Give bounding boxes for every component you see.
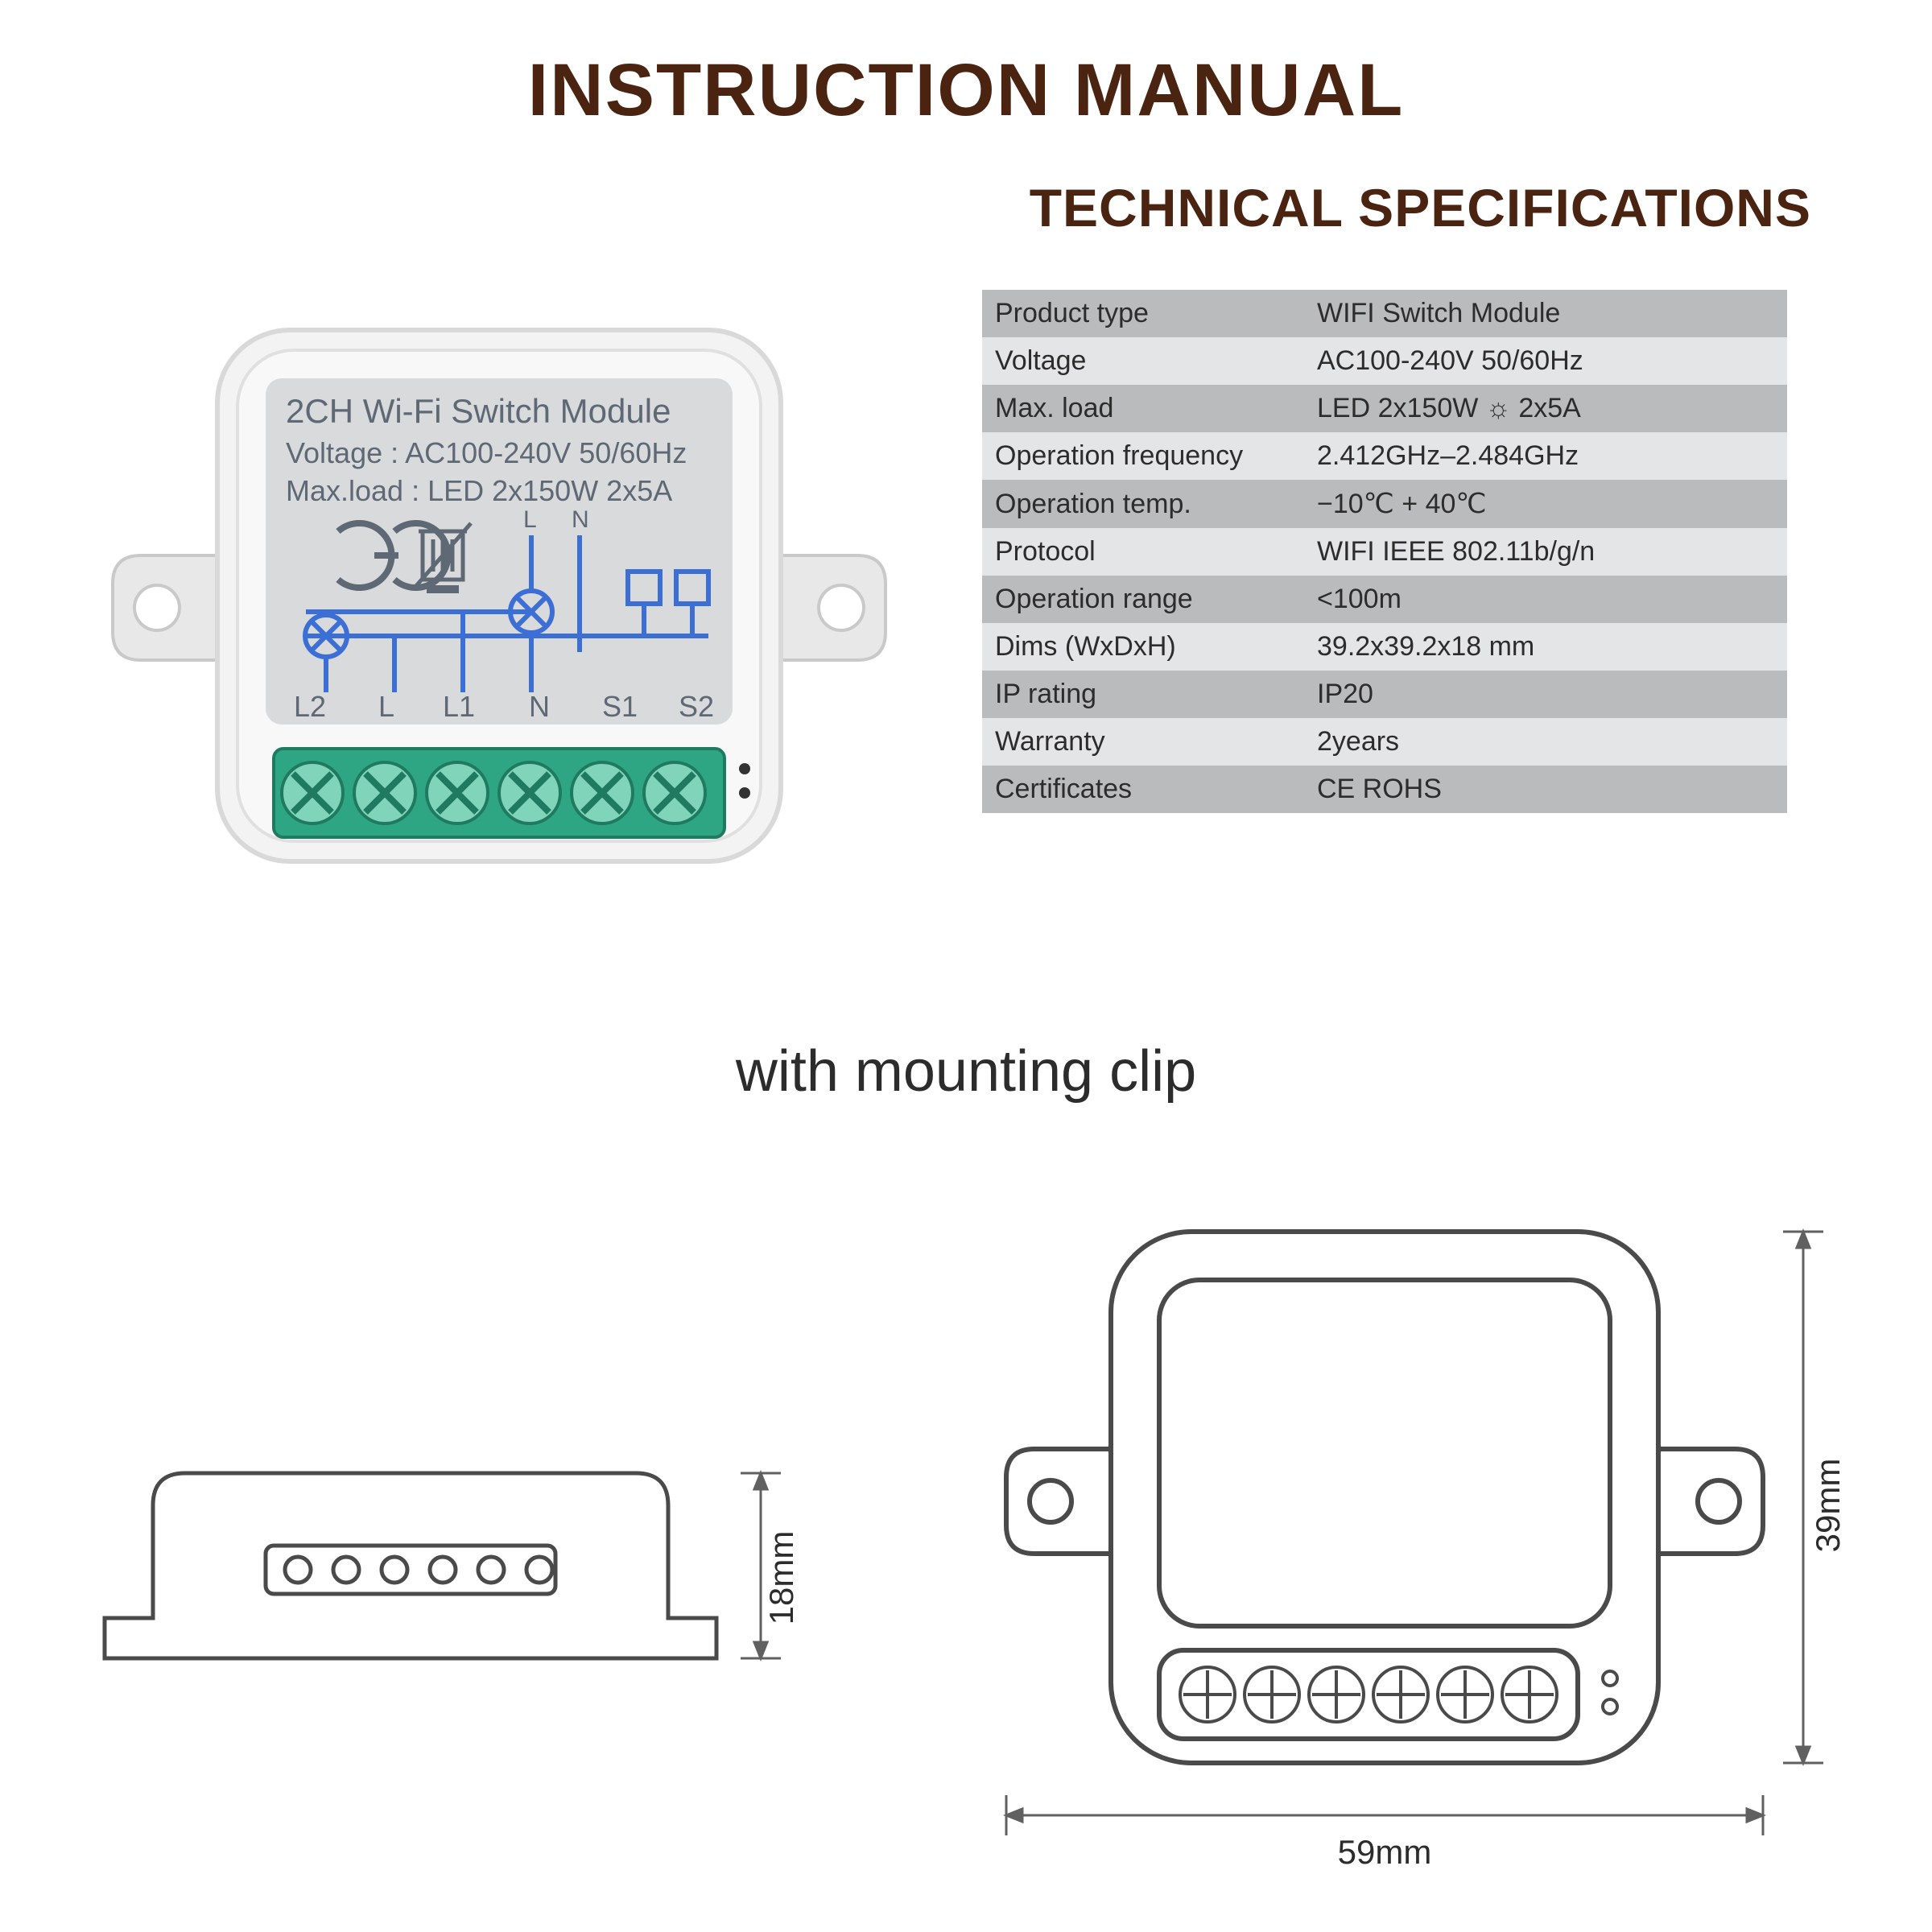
dim-height: 18mm: [762, 1531, 800, 1625]
svg-text:N: N: [572, 506, 589, 533]
svg-text:L: L: [378, 690, 394, 723]
dim-width: 59mm: [1338, 1833, 1432, 1871]
section-title-specs: TECHNICAL SPECIFICATIONS: [1030, 177, 1811, 238]
spec-label: Operation temp.: [982, 480, 1304, 528]
table-row: Product typeWIFI Switch Module: [982, 290, 1787, 337]
table-row: ProtocolWIFI IEEE 802.11b/g/n: [982, 528, 1787, 576]
table-row: Operation range<100m: [982, 576, 1787, 623]
spec-label: Operation frequency: [982, 432, 1304, 480]
spec-label: Protocol: [982, 528, 1304, 576]
table-row: Max. loadLED 2x150W ☼ 2x5A: [982, 385, 1787, 432]
svg-text:S2: S2: [679, 690, 714, 723]
svg-text:L2: L2: [294, 690, 326, 723]
module-voltage: Voltage : AC100-240V 50/60Hz: [286, 436, 687, 469]
svg-text:L1: L1: [443, 690, 475, 723]
spec-value: IP20: [1304, 671, 1787, 718]
table-row: Warranty2years: [982, 718, 1787, 766]
spec-value: 39.2x39.2x18 mm: [1304, 623, 1787, 671]
spec-label: Operation range: [982, 576, 1304, 623]
spec-label: Certificates: [982, 766, 1304, 813]
spec-value: −10℃ + 40℃: [1304, 480, 1787, 528]
svg-text:L: L: [523, 506, 537, 533]
table-row: Operation temp.−10℃ + 40℃: [982, 480, 1787, 528]
module-illustration: 2CH Wi-Fi Switch Module Voltage : AC100-…: [97, 314, 902, 877]
spec-value: 2years: [1304, 718, 1787, 766]
side-view-drawing: 18mm: [72, 1385, 813, 1755]
spec-label: IP rating: [982, 671, 1304, 718]
module-maxload: Max.load : LED 2x150W 2x5A: [286, 474, 672, 507]
spec-label: Warranty: [982, 718, 1304, 766]
spec-value: 2.412GHz–2.484GHz: [1304, 432, 1787, 480]
table-row: VoltageAC100-240V 50/60Hz: [982, 337, 1787, 385]
table-row: Dims (WxDxH)39.2x39.2x18 mm: [982, 623, 1787, 671]
spec-label: Voltage: [982, 337, 1304, 385]
spec-value: AC100-240V 50/60Hz: [1304, 337, 1787, 385]
spec-table: Product typeWIFI Switch ModuleVoltageAC1…: [982, 290, 1787, 813]
spec-value: WIFI Switch Module: [1304, 290, 1787, 337]
dim-depth: 39mm: [1809, 1459, 1847, 1553]
mount-title: with mounting clip: [0, 1038, 1932, 1104]
table-row: CertificatesCE ROHS: [982, 766, 1787, 813]
front-view-drawing: 59mm 39mm: [974, 1183, 1860, 1908]
spec-label: Product type: [982, 290, 1304, 337]
spec-label: Max. load: [982, 385, 1304, 432]
spec-value: CE ROHS: [1304, 766, 1787, 813]
module-title: 2CH Wi-Fi Switch Module: [286, 392, 671, 430]
table-row: IP ratingIP20: [982, 671, 1787, 718]
spec-label: Dims (WxDxH): [982, 623, 1304, 671]
svg-text:S1: S1: [602, 690, 638, 723]
svg-text:N: N: [529, 690, 550, 723]
spec-value: WIFI IEEE 802.11b/g/n: [1304, 528, 1787, 576]
page-title: INSTRUCTION MANUAL: [0, 48, 1932, 133]
spec-value: LED 2x150W ☼ 2x5A: [1304, 385, 1787, 432]
table-row: Operation frequency2.412GHz–2.484GHz: [982, 432, 1787, 480]
spec-value: <100m: [1304, 576, 1787, 623]
